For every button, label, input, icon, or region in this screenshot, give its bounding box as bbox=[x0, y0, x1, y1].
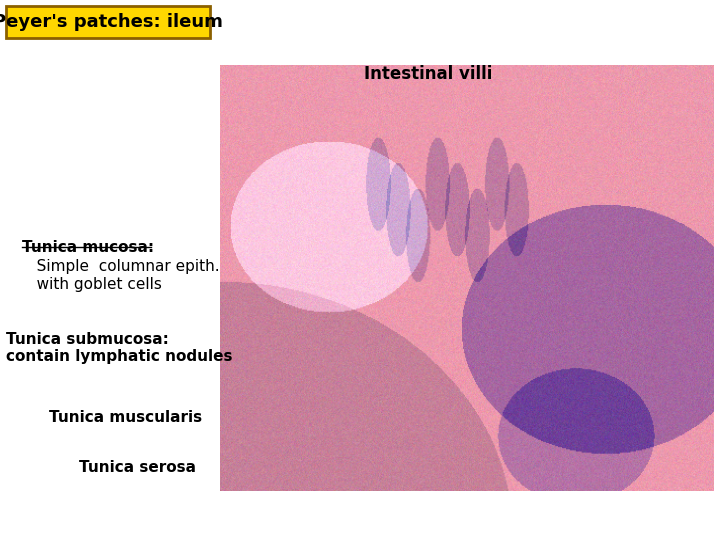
Text: Tunica serosa: Tunica serosa bbox=[79, 460, 196, 475]
Text: Tunica mucosa:: Tunica mucosa: bbox=[22, 240, 154, 255]
Text: Tunica submucosa:
contain lymphatic nodules: Tunica submucosa: contain lymphatic nodu… bbox=[6, 332, 233, 365]
Text: Simple  columnar epith.
   with goblet cells: Simple columnar epith. with goblet cells bbox=[22, 259, 219, 292]
Text: Intestinal villi: Intestinal villi bbox=[364, 65, 492, 83]
Text: Tunica muscularis: Tunica muscularis bbox=[49, 410, 202, 426]
Text: Peyer's patches: ileum: Peyer's patches: ileum bbox=[0, 13, 223, 31]
